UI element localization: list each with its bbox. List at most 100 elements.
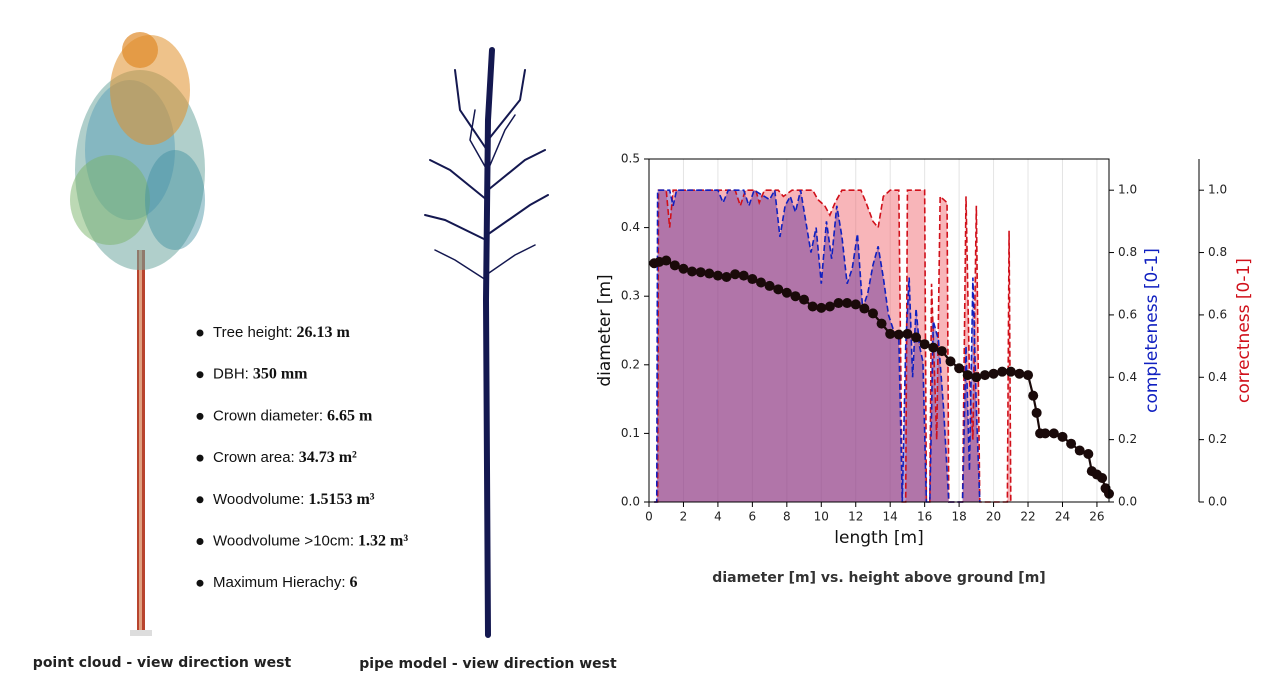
point: [902, 328, 913, 339]
plot-frame: [648, 158, 1110, 503]
point: [997, 366, 1008, 377]
stat: Crown diameter: 6.65 m: [213, 407, 373, 424]
point: [807, 301, 818, 312]
y-tick-label: 0.5: [621, 152, 640, 166]
y-tick-label: 0.2: [621, 357, 640, 371]
stat-value: 6: [350, 574, 358, 591]
point: [1014, 368, 1025, 379]
point: [954, 363, 965, 374]
area: [654, 190, 980, 502]
x-tick-label: 14: [883, 510, 898, 524]
point: [1005, 366, 1016, 377]
chart-title: diameter [m] vs. height above ground [m]: [712, 570, 1045, 586]
point: [1028, 390, 1039, 401]
x-tick-label: 22: [1020, 510, 1035, 524]
stat: DBH: 350 mm: [213, 365, 308, 382]
y2-tick-label: 0.2: [1118, 432, 1137, 446]
caption: point cloud - view direction west: [33, 655, 292, 671]
point: [695, 267, 706, 278]
y3-tick-label: 0.2: [1208, 432, 1227, 446]
y2-tick-label: 0.0: [1118, 495, 1137, 509]
stat-label: Crown diameter:: [213, 407, 323, 424]
point: [962, 370, 973, 381]
bullet: [196, 371, 204, 379]
y2-tick-label: 1.0: [1118, 183, 1137, 197]
y3-tick-label: 1.0: [1208, 183, 1227, 197]
stat: Crown area: 34.73 m²: [213, 449, 357, 466]
point: [911, 332, 922, 343]
point: [885, 328, 896, 339]
bullet: [196, 496, 204, 504]
point: [936, 346, 947, 357]
point: [1031, 407, 1042, 418]
x-tick-label: 24: [1055, 510, 1070, 524]
x-tick-label: 0: [645, 510, 653, 524]
point: [790, 291, 801, 302]
stat: Woodvolume: 1.5153 m³: [213, 490, 375, 507]
point: [979, 370, 990, 381]
point: [988, 368, 999, 379]
point: [678, 263, 689, 274]
y3-tick-label: 0.6: [1208, 307, 1227, 321]
stat-value: 6.65 m: [327, 407, 373, 424]
x-tick-label: 2: [680, 510, 688, 524]
bullet: [196, 412, 204, 420]
point: [669, 260, 680, 271]
stat-value: 34.73 m²: [299, 449, 357, 466]
point: [712, 270, 723, 281]
x-label: length [m]: [834, 528, 923, 548]
point: [764, 280, 775, 291]
point: [799, 294, 810, 305]
point: [687, 266, 698, 277]
point: [747, 274, 758, 285]
point: [1048, 428, 1059, 439]
point: [781, 287, 792, 298]
y-tick-label: 0.0: [621, 495, 640, 509]
stat: Maximum Hierachy: 6: [213, 574, 358, 591]
y2-tick-label: 0.8: [1118, 245, 1137, 259]
stat: Woodvolume >10cm: 1.32 m³: [213, 532, 408, 549]
point: [704, 268, 715, 279]
x-tick-label: 10: [814, 510, 829, 524]
y3-tick-label: 0.4: [1208, 370, 1227, 384]
point: [1040, 428, 1051, 439]
stat-value: 26.13 m: [297, 324, 351, 341]
point: [755, 277, 766, 288]
point: [971, 372, 982, 383]
stat: Tree height: 26.13 m: [213, 324, 351, 341]
point-cloud-tree: [70, 32, 205, 636]
y3-label: correctness [0-1]: [1234, 258, 1254, 403]
bullet: [196, 538, 204, 545]
y-tick-label: 0.3: [621, 289, 640, 303]
point: [842, 298, 853, 309]
x-tick-label: 12: [848, 510, 863, 524]
point: [893, 329, 904, 340]
point: [1057, 431, 1068, 442]
stat-label: Woodvolume:: [213, 491, 304, 508]
line: [654, 187, 981, 503]
point: [859, 303, 870, 314]
point: [919, 339, 930, 350]
stat-label: Crown area:: [213, 449, 295, 466]
stat-label: Tree height:: [213, 324, 293, 341]
point: [876, 318, 887, 329]
y3-tick-label: 0.0: [1208, 495, 1227, 509]
y2-tick-label: 0.6: [1118, 307, 1137, 321]
chart: 0 2 4 6 8 10 12 14 16 18 20 22 24 260.00.10.20.30.40.…: [595, 152, 1254, 587]
point: [721, 271, 732, 282]
point: [833, 298, 844, 309]
point: [945, 356, 956, 367]
x-tick-label: 8: [783, 510, 791, 524]
x-tick-label: 20: [986, 510, 1001, 524]
stat-value: 350 mm: [253, 365, 308, 382]
point: [1074, 445, 1085, 456]
y3-tick-label: 0.8: [1208, 245, 1227, 259]
stat-label: DBH:: [213, 366, 249, 383]
point: [1066, 438, 1077, 449]
x-tick-label: 18: [951, 510, 966, 524]
stat-label: Woodvolume >10cm:: [213, 532, 354, 549]
point: [928, 342, 939, 353]
point: [1023, 370, 1034, 381]
x-tick-label: 16: [917, 510, 932, 524]
